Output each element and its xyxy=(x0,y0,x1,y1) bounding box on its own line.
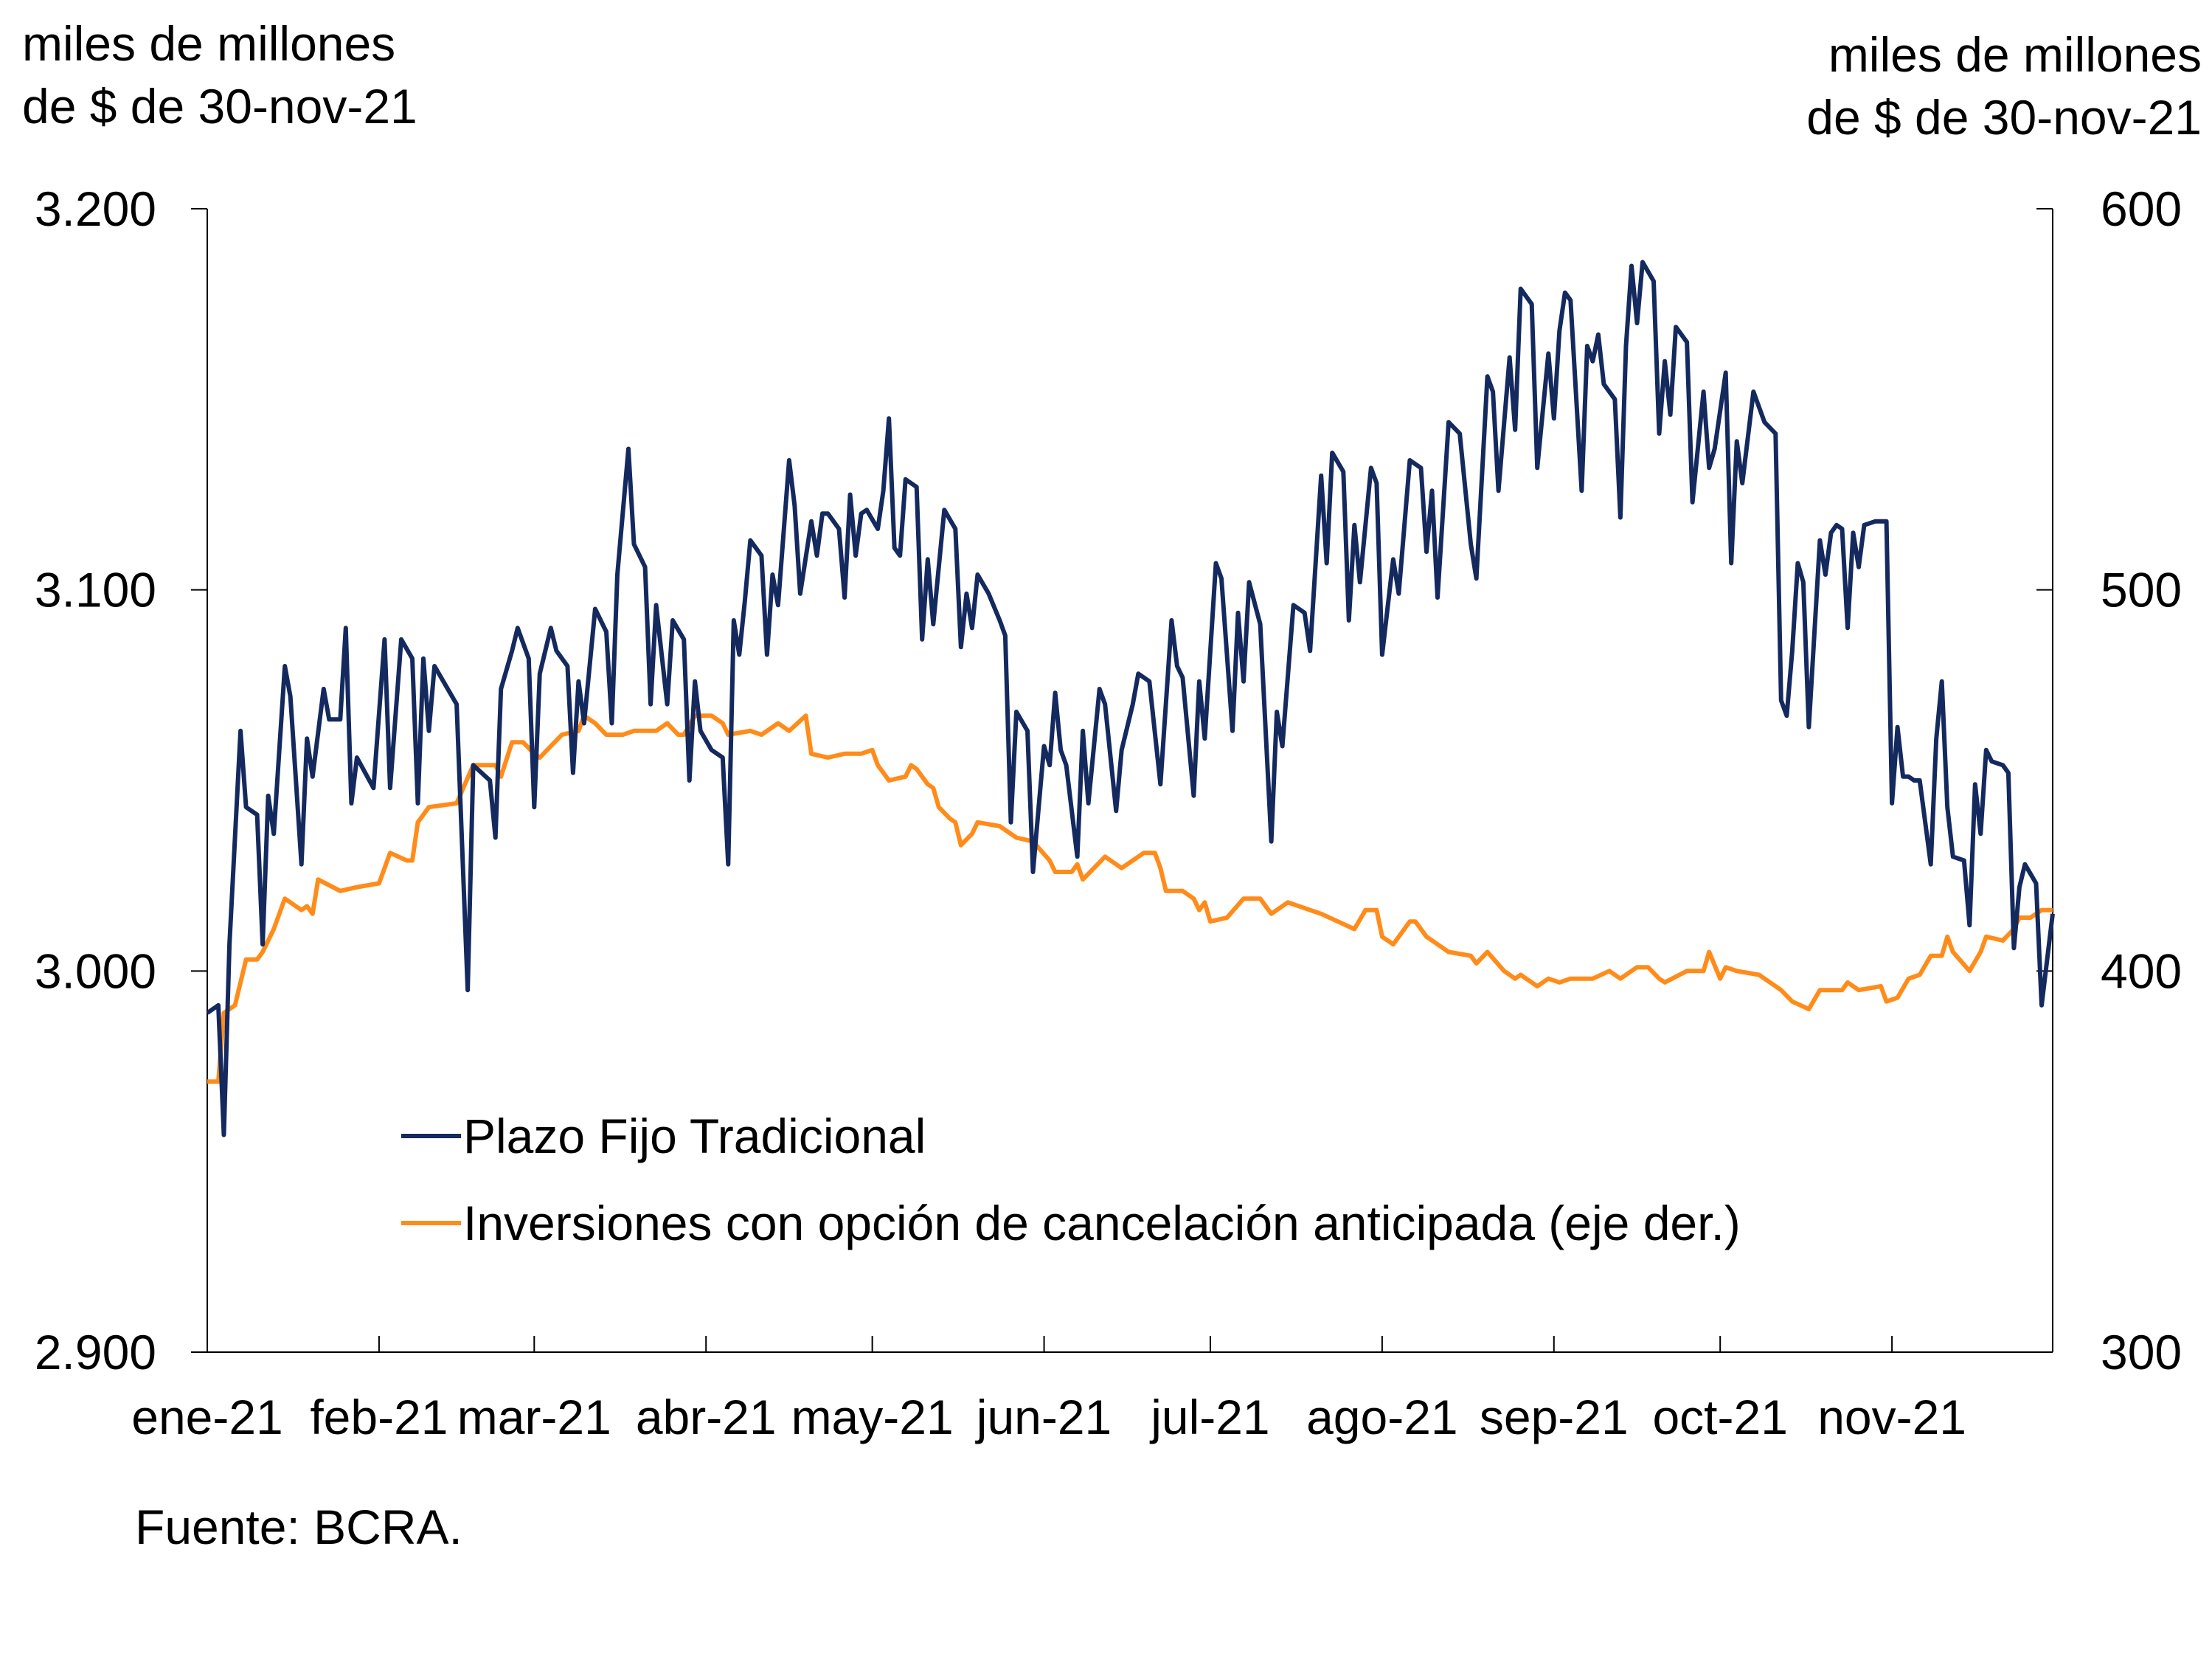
left-axis-title-line2: de $ de 30-nov-21 xyxy=(22,79,417,134)
x-tick-label: sep-21 xyxy=(1480,1390,1629,1444)
legend-label-plazo-fijo: Plazo Fijo Tradicional xyxy=(463,1109,926,1163)
x-tick-label: oct-21 xyxy=(1652,1390,1787,1444)
left-tick-label: 3.100 xyxy=(35,563,156,617)
series-line-plazo-fijo xyxy=(206,260,2055,1137)
left-axis-title-line1: miles de millones xyxy=(22,16,395,71)
legend-label-inversiones: Inversiones con opción de cancelación an… xyxy=(463,1196,1741,1250)
right-tick-label: 300 xyxy=(2101,1325,2182,1379)
left-tick-label: 2.900 xyxy=(35,1325,156,1379)
right-axis-title-line1: miles de millones xyxy=(1828,27,2202,82)
x-tick-label: jul-21 xyxy=(1149,1390,1269,1444)
right-tick-label: 600 xyxy=(2101,181,2182,236)
x-tick-label: mar-21 xyxy=(457,1390,611,1444)
x-tick-label: ago-21 xyxy=(1306,1390,1458,1444)
x-tick-label: abr-21 xyxy=(636,1390,777,1444)
series-line-inversiones xyxy=(207,713,2053,1084)
source-note: Fuente: BCRA. xyxy=(135,1500,462,1554)
left-tick-label: 3.000 xyxy=(35,943,156,998)
series-group xyxy=(206,260,2055,1137)
x-tick-label: jun-21 xyxy=(975,1390,1112,1444)
x-tick-label: nov-21 xyxy=(1817,1390,1966,1444)
x-tick-label: ene-21 xyxy=(131,1390,283,1444)
left-tick-label: 3.200 xyxy=(35,181,156,236)
right-tick-label: 400 xyxy=(2101,943,2182,998)
right-axis-title-line2: de $ de 30-nov-21 xyxy=(1806,90,2202,145)
legend: Plazo Fijo Tradicional Inversiones con o… xyxy=(401,1109,1741,1250)
right-tick-label: 500 xyxy=(2101,563,2182,617)
x-tick-label: may-21 xyxy=(791,1390,954,1444)
x-tick-label: feb-21 xyxy=(310,1390,448,1444)
axes: 2.900 3.000 3.100 3.200 300 400 500 600 ene-21 fe… xyxy=(35,181,2182,1444)
